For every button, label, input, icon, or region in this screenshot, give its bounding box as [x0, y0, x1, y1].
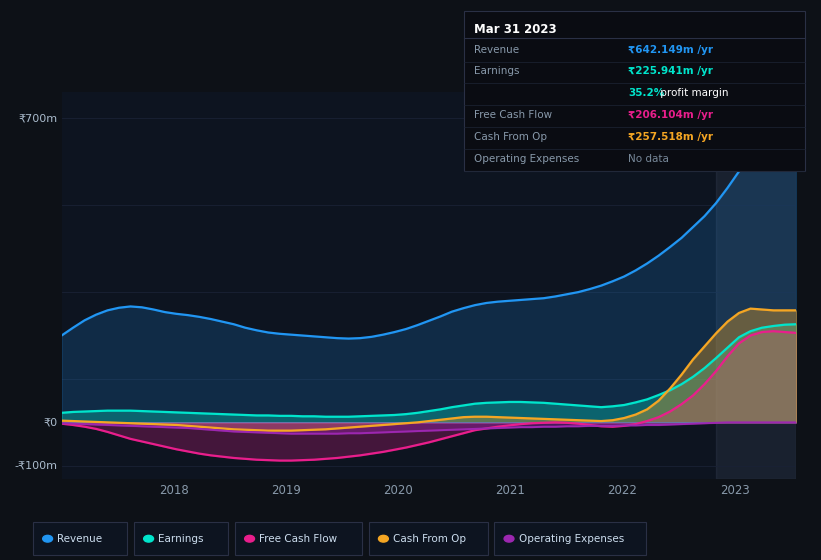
Text: ₹225.941m /yr: ₹225.941m /yr — [628, 67, 713, 77]
Text: ₹642.149m /yr: ₹642.149m /yr — [628, 45, 713, 55]
Text: ₹257.518m /yr: ₹257.518m /yr — [628, 132, 713, 142]
Text: -₹100m: -₹100m — [15, 461, 58, 471]
Text: Revenue: Revenue — [57, 534, 103, 544]
Bar — [716, 92, 796, 479]
Text: Earnings: Earnings — [158, 534, 204, 544]
Text: Operating Expenses: Operating Expenses — [519, 534, 624, 544]
Text: Mar 31 2023: Mar 31 2023 — [474, 22, 557, 36]
Text: ₹206.104m /yr: ₹206.104m /yr — [628, 110, 713, 120]
Text: Free Cash Flow: Free Cash Flow — [259, 534, 337, 544]
Text: Operating Expenses: Operating Expenses — [474, 154, 579, 164]
Text: 35.2%: 35.2% — [628, 88, 664, 99]
Text: profit margin: profit margin — [657, 88, 728, 99]
Text: No data: No data — [628, 154, 669, 164]
Text: Cash From Op: Cash From Op — [474, 132, 547, 142]
Text: Revenue: Revenue — [474, 45, 519, 55]
Text: Earnings: Earnings — [474, 67, 519, 77]
Text: Cash From Op: Cash From Op — [393, 534, 466, 544]
Text: ₹700m: ₹700m — [19, 114, 58, 123]
Text: ₹0: ₹0 — [44, 417, 58, 427]
Text: Free Cash Flow: Free Cash Flow — [474, 110, 552, 120]
